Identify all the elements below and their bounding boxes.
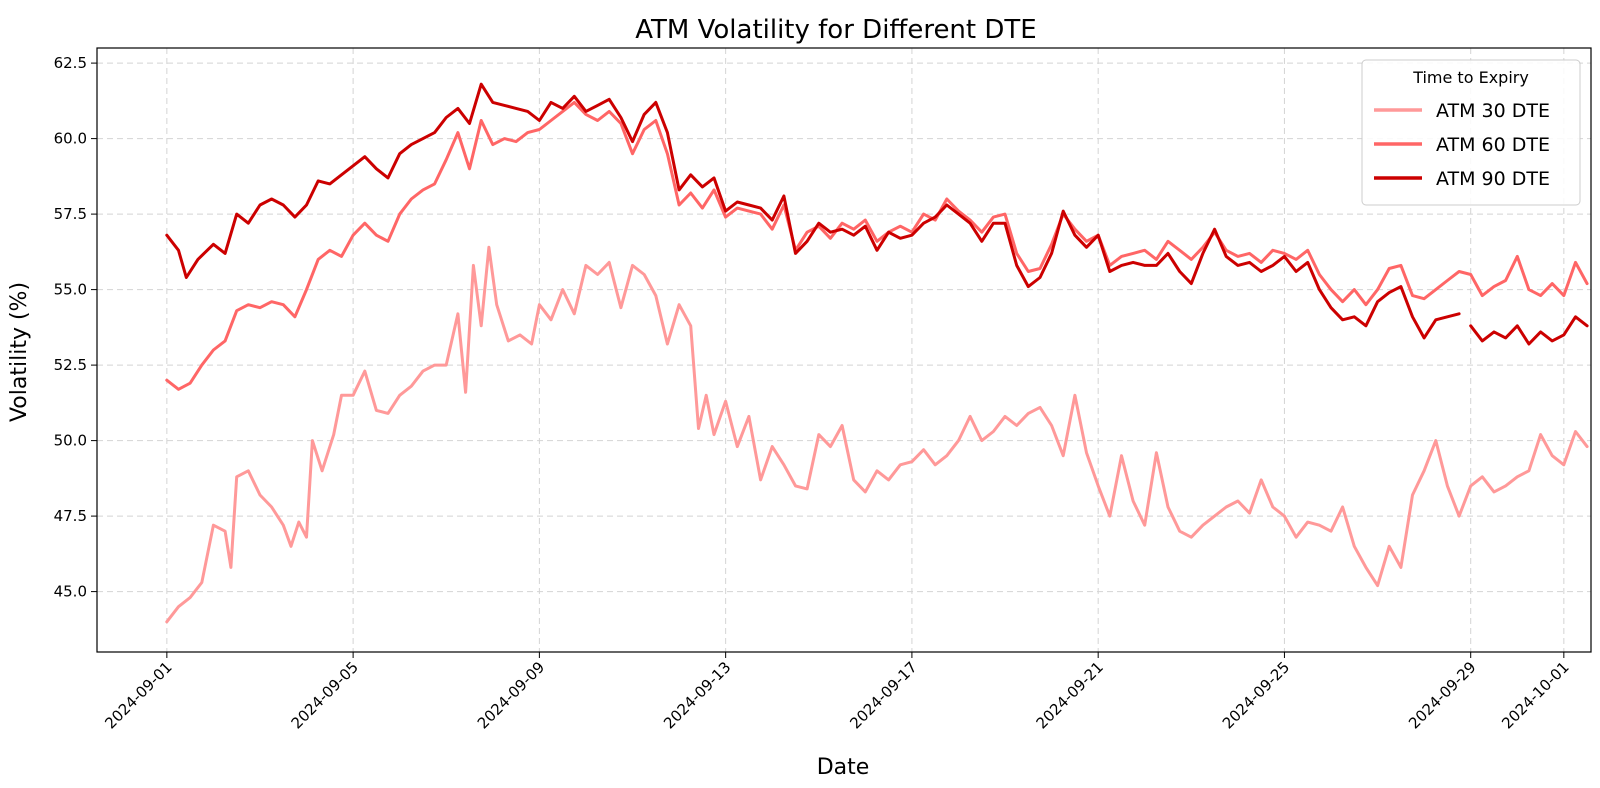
- x-axis-label: Date: [817, 755, 870, 780]
- series-line-2: [165, 100, 1589, 391]
- y-axis-ticks: 45.0 47.5 50.0 52.5 55.0 57.5 60.0 62.5: [54, 54, 97, 601]
- y-tick-label: 47.5: [54, 507, 87, 525]
- legend-label-3: ATM 90 DTE: [1436, 168, 1550, 190]
- y-tick-label: 50.0: [54, 432, 87, 450]
- y-tick-label: 60.0: [54, 130, 87, 148]
- legend-items: ATM 30 DTE ATM 60 DTE ATM 90 DTE: [1374, 100, 1550, 190]
- y-tick-label: 57.5: [54, 205, 87, 223]
- y-tick-label: 62.5: [54, 54, 87, 72]
- y-tick-label: 55.0: [54, 281, 87, 299]
- legend-title: Time to Expiry: [1412, 68, 1529, 87]
- series-line-1: [165, 245, 1589, 624]
- series-line-3: [165, 82, 1589, 346]
- plot-area-frame: [96, 47, 1592, 653]
- chart-title: ATM Volatility for Different DTE: [635, 15, 1036, 45]
- y-axis-label: Volatility (%): [7, 282, 32, 422]
- y-tick-label: 52.5: [54, 356, 87, 374]
- series-layer: [165, 82, 1589, 624]
- y-tick-label: 45.0: [54, 583, 87, 601]
- legend-label-2: ATM 60 DTE: [1436, 134, 1550, 156]
- legend-box: [1361, 59, 1581, 206]
- legend: Time to Expiry ATM 30 DTE ATM 60 DTE ATM 9…: [1361, 59, 1581, 206]
- legend-label-1: ATM 30 DTE: [1436, 100, 1550, 122]
- grid-lines: [97, 48, 1591, 652]
